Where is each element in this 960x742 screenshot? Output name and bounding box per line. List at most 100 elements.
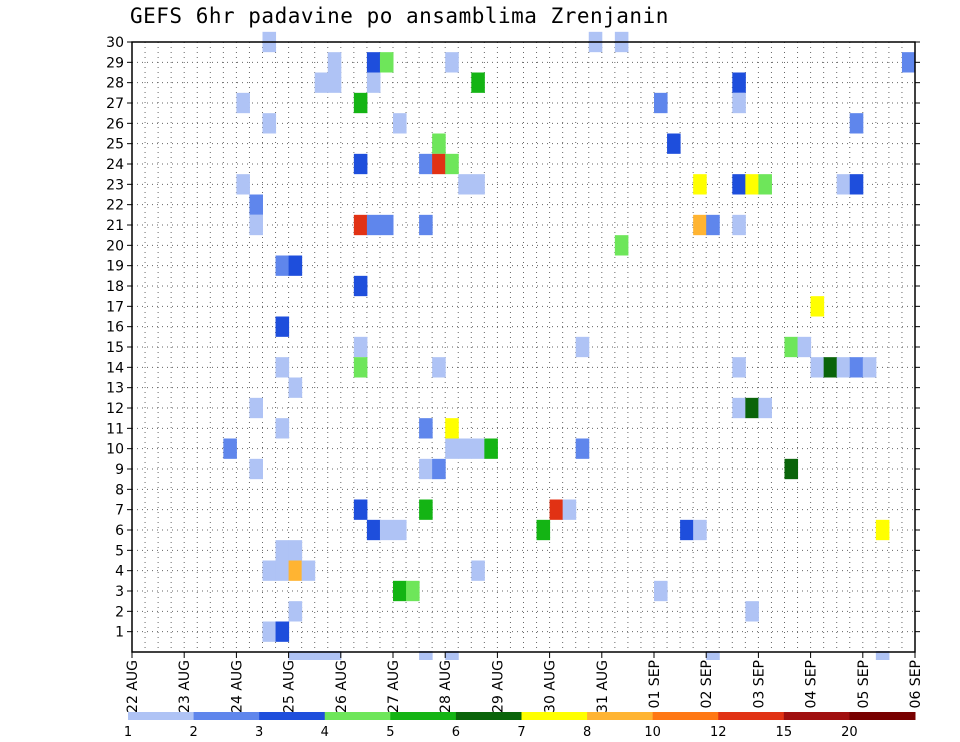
legend-swatch (521, 712, 588, 720)
legend-label: 2 (189, 725, 197, 740)
heatmap-cell (875, 651, 890, 660)
legend-swatch (587, 712, 654, 720)
heatmap-cells (223, 31, 916, 660)
heatmap-cell (758, 397, 772, 419)
x-tick-label: 25 AUG (282, 660, 298, 713)
heatmap-cell (693, 519, 707, 541)
y-tick-label: 3 (115, 584, 124, 600)
heatmap-cell (353, 336, 368, 358)
legend-label: 20 (841, 725, 858, 740)
heatmap-cell (419, 499, 433, 520)
heatmap-cell (614, 235, 629, 256)
y-tick-label: 5 (115, 543, 124, 559)
heatmap-cell (419, 651, 433, 660)
heatmap-cell (797, 336, 812, 358)
heatmap-cell (249, 458, 263, 480)
y-tick-label: 15 (106, 340, 124, 356)
heatmap-cell (353, 92, 368, 114)
heatmap-cell (393, 113, 407, 134)
heatmap-cell (784, 458, 799, 480)
y-tick-label: 27 (106, 96, 124, 112)
legend-swatch (849, 712, 916, 720)
heatmap-cell (732, 174, 746, 195)
heatmap-cell (458, 438, 472, 459)
heatmap-cell (562, 499, 577, 520)
heatmap-cell (275, 357, 290, 378)
heatmap-cell (366, 72, 381, 93)
x-tick-label: 03 SEP (751, 660, 767, 708)
legend-label: 6 (452, 725, 460, 740)
heatmap-cell (836, 357, 851, 378)
heatmap-cell (693, 174, 707, 195)
heatmap-cell (732, 92, 746, 114)
x-tick-label: 27 AUG (386, 660, 402, 713)
heatmap-cell (445, 651, 459, 660)
legend-swatch (324, 712, 391, 720)
heatmap-cell (745, 174, 759, 195)
heatmap-cell (732, 357, 746, 378)
heatmap-cell (327, 52, 342, 73)
heatmap-cell (445, 438, 459, 459)
heatmap-cell (275, 418, 290, 439)
y-tick-label: 6 (115, 523, 124, 539)
heatmap-cell (249, 397, 263, 419)
heatmap-cell (327, 651, 342, 660)
legend-swatch (259, 712, 326, 720)
y-tick-label: 11 (106, 421, 124, 437)
y-tick-label: 12 (106, 401, 124, 417)
y-tick-label: 20 (106, 238, 124, 254)
heatmap-cell (484, 438, 498, 459)
heatmap-cell (810, 296, 825, 317)
heatmap-cell (745, 397, 759, 419)
chart-title: GEFS 6hr padavine po ansamblima Zrenjani… (130, 4, 669, 28)
y-tick-label: 23 (106, 177, 124, 193)
heatmap-cell (758, 174, 772, 195)
heatmap-cell (419, 153, 433, 175)
heatmap-cell (353, 499, 368, 520)
heatmap-cell (471, 560, 485, 581)
legend-label: 1 (124, 725, 132, 740)
heatmap-cell (458, 174, 472, 195)
legend-swatch (390, 712, 457, 720)
heatmap-cell (445, 153, 459, 175)
heatmap-cell (745, 601, 759, 622)
y-tick-label: 17 (106, 299, 124, 315)
heatmap-cell (249, 194, 263, 215)
heatmap-cell (223, 438, 237, 459)
color-legend: 1 2 3 4 5 6 7 8 10 12 15 20 (124, 712, 916, 740)
heatmap-cell (288, 601, 303, 622)
x-tick-label: 29 AUG (490, 660, 506, 713)
heatmap-cell (471, 438, 485, 459)
heatmap-cell (823, 357, 838, 378)
heatmap-cell (288, 377, 303, 398)
heatmap-cell (406, 580, 420, 602)
heatmap-cell (432, 357, 446, 378)
y-tick-label: 30 (106, 35, 124, 51)
heatmap-cell (432, 133, 446, 154)
y-tick-label: 1 (115, 625, 124, 641)
heatmap-cell (275, 540, 290, 561)
y-tick-label: 18 (106, 279, 124, 295)
heatmap-cell (419, 458, 433, 480)
x-tick-label: 30 AUG (543, 660, 559, 713)
legend-swatch (455, 712, 522, 720)
heatmap-cell (432, 458, 446, 480)
heatmap-cell (732, 214, 746, 236)
heatmap-cell (262, 113, 277, 134)
legend-label: 7 (517, 725, 525, 740)
heatmap-cell (366, 52, 381, 73)
legend-swatch (128, 712, 195, 720)
x-tick-label: 01 SEP (647, 660, 663, 708)
x-tick-label: 23 AUG (177, 660, 193, 713)
legend-swatch (652, 712, 719, 720)
heatmap-cell (353, 357, 368, 378)
heatmap-cell (275, 560, 290, 581)
heatmap-cell (379, 52, 394, 73)
heatmap-cell (901, 52, 916, 73)
heatmap-cell (693, 214, 707, 236)
y-tick-label: 22 (106, 198, 124, 214)
heatmap-cell (419, 418, 433, 439)
y-tick-label: 14 (106, 360, 124, 376)
heatmap-cell (575, 438, 590, 459)
